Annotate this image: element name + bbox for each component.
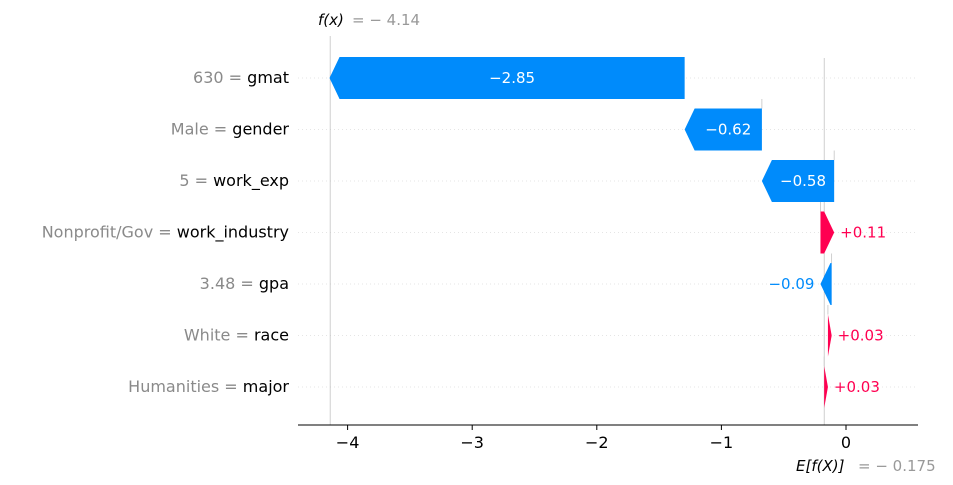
bar-gpa bbox=[820, 263, 832, 305]
feature-label-race: White = race bbox=[184, 326, 289, 345]
feature-label-work_exp: 5 = work_exp bbox=[179, 171, 289, 191]
fx-value: = − 4.14 bbox=[352, 11, 420, 29]
feature-label-gpa: 3.48 = gpa bbox=[200, 274, 289, 293]
bar-race bbox=[827, 314, 832, 357]
x-tick-label: −3 bbox=[460, 433, 484, 452]
ex-value: = − 0.175 bbox=[858, 457, 936, 475]
feature-label-work_industry: Nonprofit/Gov = work_industry bbox=[42, 223, 289, 243]
feature-labels: 630 = gmat Male = gender 5 = work_exp Nonpr… bbox=[42, 68, 290, 396]
bar-label-gender: −0.62 bbox=[705, 121, 751, 139]
bar-label-major: +0.03 bbox=[834, 378, 880, 396]
feature-label-gmat: 630 = gmat bbox=[193, 68, 289, 87]
bar-work_industry bbox=[820, 211, 835, 254]
x-tick-label: −2 bbox=[585, 433, 609, 452]
bar-work_exp bbox=[761, 160, 835, 202]
x-tick-label: 0 bbox=[841, 433, 851, 452]
bar-label-gmat: −2.85 bbox=[489, 69, 535, 87]
feature-label-major: Humanities = major bbox=[128, 377, 289, 396]
bar-gender bbox=[684, 108, 762, 151]
bar-gmat bbox=[329, 57, 685, 99]
feature-label-gender: Male = gender bbox=[171, 120, 290, 139]
ex-label: E[f(X)] bbox=[796, 457, 845, 475]
fx-label: f(x) bbox=[318, 11, 344, 29]
bar-label-race: +0.03 bbox=[838, 327, 884, 345]
x-axis: −4 −3 −2 −1 0 bbox=[298, 424, 918, 452]
bar-major bbox=[824, 366, 828, 408]
x-tick-label: −1 bbox=[710, 433, 734, 452]
bar-label-work_industry: +0.11 bbox=[840, 224, 886, 242]
bar-label-gpa: −0.09 bbox=[768, 275, 814, 293]
bar-label-work_exp: −0.58 bbox=[780, 172, 826, 190]
contribution-bars: −2.85 −0.62 −0.58 +0.11 −0.09 +0.03 +0.03 bbox=[329, 57, 886, 408]
x-tick-label: −4 bbox=[336, 433, 360, 452]
